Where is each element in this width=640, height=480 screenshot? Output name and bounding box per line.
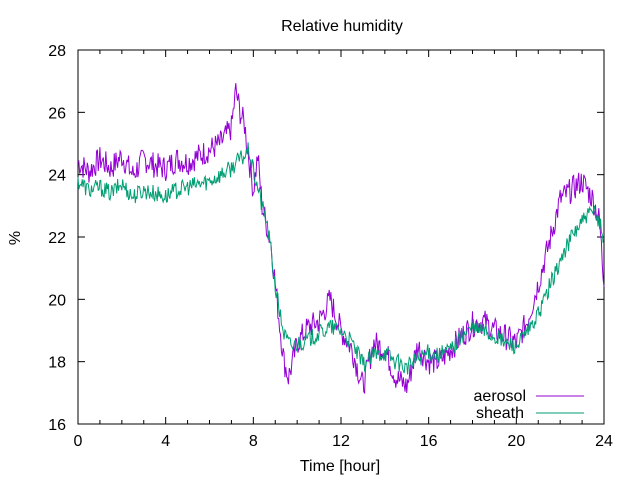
plot-frame: [77, 49, 605, 425]
y-axis: 16 18 20 22 24 26 28: [48, 43, 604, 434]
y-axis-label: %: [7, 231, 24, 245]
legend: aerosol sheath: [474, 388, 584, 422]
x-tick-label: 0: [74, 433, 83, 450]
x-tick-label: 12: [332, 433, 350, 450]
x-tick-label: 20: [507, 433, 525, 450]
y-tick-label: 18: [48, 355, 66, 372]
y-tick-label: 28: [48, 43, 66, 60]
series-layer: [77, 83, 605, 395]
x-tick-label: 8: [249, 433, 258, 450]
y-tick-label: 26: [48, 105, 66, 122]
x-tick-label: 16: [420, 433, 438, 450]
x-tick-label: 24: [595, 433, 613, 450]
y-tick-label: 16: [48, 417, 66, 434]
y-tick-label: 22: [48, 230, 66, 247]
legend-label-aerosol: aerosol: [474, 388, 526, 405]
legend-label-sheath: sheath: [476, 405, 524, 422]
chart-title: Relative humidity: [281, 18, 403, 35]
x-axis: 0 4 8 12 16 20 24: [74, 50, 613, 450]
series-line-sheath: [77, 142, 605, 375]
y-tick-label: 24: [48, 168, 66, 185]
y-tick-label: 20: [48, 292, 66, 309]
x-tick-label: 4: [161, 433, 170, 450]
series-line-aerosol: [77, 83, 605, 395]
x-axis-label: Time [hour]: [300, 458, 380, 475]
